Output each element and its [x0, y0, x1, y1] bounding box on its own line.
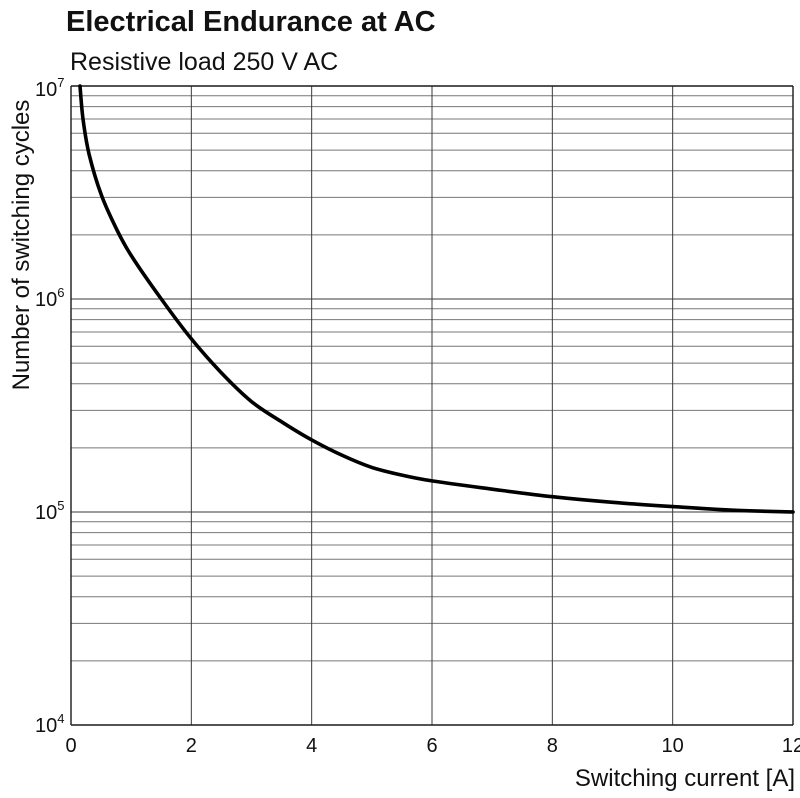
x-tick-label: 2	[186, 735, 197, 757]
plot-frame	[70, 85, 794, 726]
x-tick-label: 4	[306, 735, 317, 757]
x-tick-label: 6	[426, 735, 437, 757]
x-tick-label: 8	[547, 735, 558, 757]
data-series	[78, 84, 795, 514]
y-tick-label: 104	[35, 711, 64, 737]
x-axis-ticks: 0 2 4 6 8 10 12	[65, 735, 800, 757]
x-tick-label: 12	[782, 735, 800, 757]
y-tick-label: 107	[35, 75, 64, 101]
y-axis-title: Number of switching cycles	[8, 100, 35, 391]
gridlines	[71, 86, 793, 726]
series-line	[78, 84, 795, 514]
chart-title: Electrical Endurance at AC	[66, 6, 436, 38]
chart-subtitle: Resistive load 250 V AC	[70, 48, 338, 76]
x-tick-label: 10	[662, 735, 684, 757]
y-axis-ticks: 104 105 106 107	[35, 75, 64, 737]
y-tick-label: 105	[35, 498, 64, 524]
y-tick-label: 106	[35, 285, 64, 311]
x-tick-label: 0	[65, 735, 76, 757]
x-axis-title: Switching current [A]	[575, 765, 795, 792]
